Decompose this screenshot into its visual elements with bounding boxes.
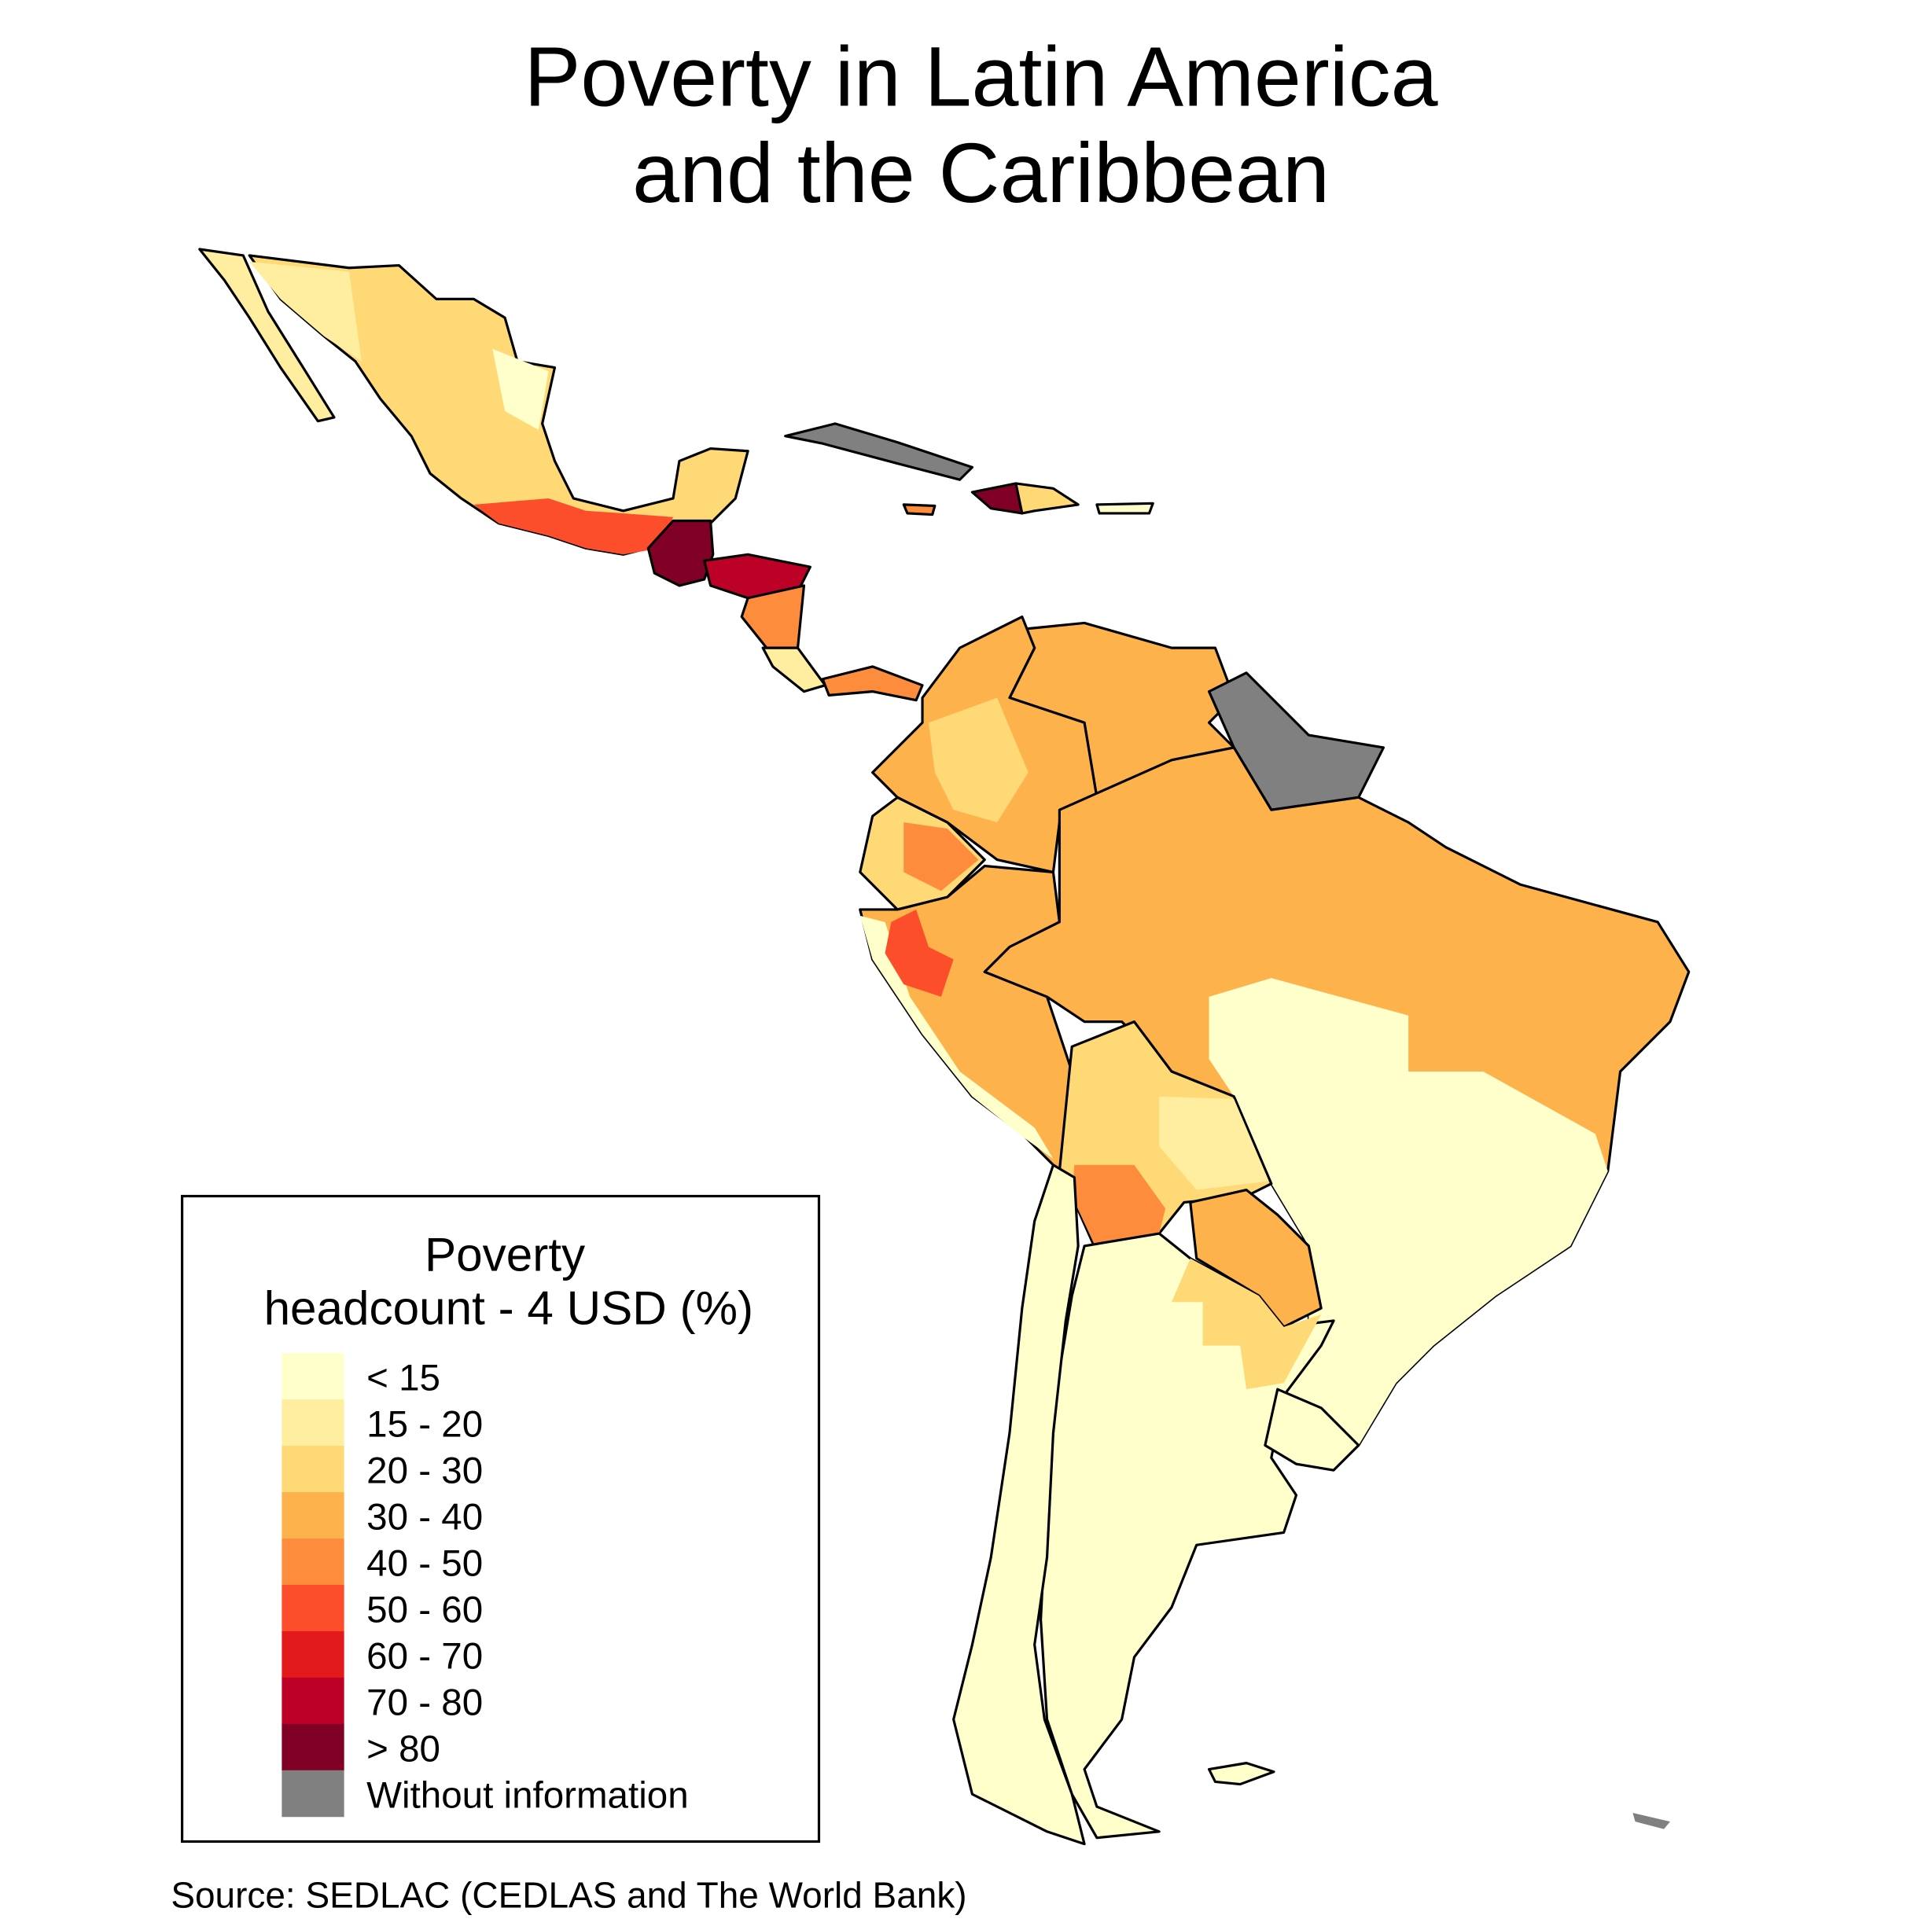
region-cuba [784,422,974,481]
source-note: Source: SEDLAC (CEDLAS and The World Ban… [171,1874,966,1915]
region-peru [859,864,1073,1173]
region-dominican-republic [1014,482,1080,515]
legend-label: 60 - 70 [366,1635,483,1677]
region-ecuador-east [903,822,979,891]
region-uruguay [1264,1388,1360,1472]
legend-swatch [282,1353,344,1400]
region-panama [821,665,924,702]
region-costa-rica [761,646,826,693]
legend-swatch [282,1538,344,1586]
legend-swatch [282,1399,344,1447]
region-south-georgia [1632,1813,1670,1829]
map-regions [198,248,1691,1846]
region-baja-california [198,248,336,423]
region-bolivia-east [1159,1096,1269,1190]
legend-swatch [282,1723,344,1771]
map-title-line1: Poverty in Latin America [524,29,1438,124]
legend-label: 50 - 60 [366,1590,483,1631]
region-falklands [1207,1762,1275,1786]
region-puerto-rico [1095,502,1154,515]
legend-label: 15 - 20 [366,1404,483,1446]
region-bolivia-south [1072,1164,1166,1250]
legend: Poverty headcount - 4 USD (%) < 15 15 - 2… [181,1194,821,1844]
region-peru-coast [859,915,1054,1159]
legend-label: 70 - 80 [366,1682,483,1723]
region-argentina-northeast [1172,1258,1322,1390]
region-chile [952,1164,1086,1846]
legend-swatch [282,1492,344,1539]
legend-swatch [282,1584,344,1632]
region-mexico-northeast-light [492,348,549,430]
legend-label: < 15 [366,1358,440,1399]
region-colombia-interior [928,697,1029,823]
region-jamaica [902,503,937,517]
legend-swatch [282,1446,344,1493]
region-peru-highlands [885,909,954,997]
legend-swatch [282,1770,344,1818]
legend-label: 40 - 50 [366,1543,483,1585]
legend-title-line1: Poverty [425,1228,585,1281]
region-paraguay [1189,1188,1323,1329]
legend-swatch [282,1677,344,1725]
map-title-line2: and the Caribbean [632,125,1330,220]
legend-swatch [282,1630,344,1678]
region-mexico-north-light [249,261,362,362]
region-mexico [248,254,749,556]
legend-label: > 80 [366,1728,440,1770]
legend-label: Without information [366,1774,688,1816]
legend-title-line2: headcount - 4 USD (%) [264,1281,754,1335]
legend-label: 30 - 40 [366,1497,483,1538]
region-haiti [970,482,1024,515]
region-mexico-south [473,498,674,555]
legend-label: 20 - 30 [366,1450,483,1492]
